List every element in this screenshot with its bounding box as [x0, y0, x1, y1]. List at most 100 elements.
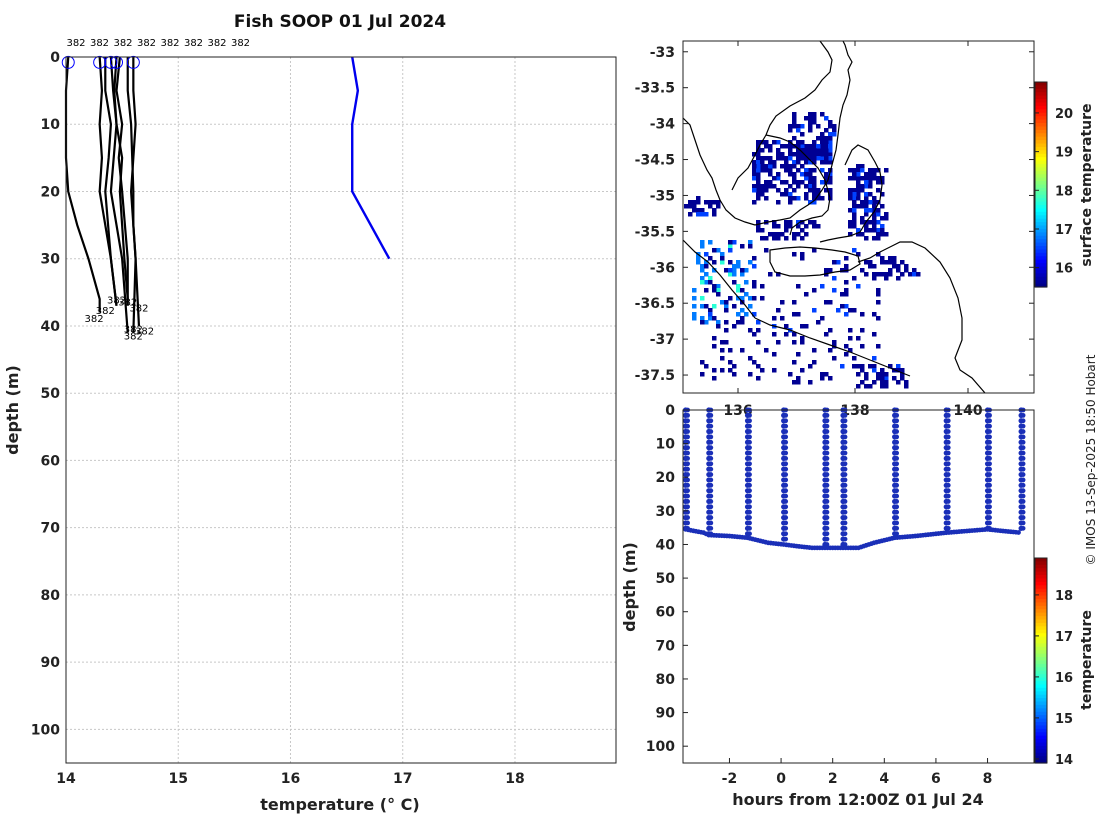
sst-pixel — [704, 252, 709, 257]
sst-pixel — [752, 280, 757, 285]
cast-point — [747, 461, 752, 467]
sst-pixel — [832, 260, 837, 265]
sst-pixel — [852, 168, 857, 173]
sst-pixel — [704, 212, 709, 217]
map-colorbar-tick-label: 16 — [1055, 262, 1073, 277]
sst-pixel — [808, 380, 813, 385]
sst-pixel — [804, 168, 809, 173]
sst-pixel — [816, 156, 821, 161]
sst-pixel — [880, 260, 885, 265]
profile-end-label: 382 — [129, 303, 148, 314]
cast-point — [894, 482, 900, 488]
cast-point — [987, 477, 992, 483]
temperature-colorbar-tick-label: 14 — [1055, 753, 1073, 768]
map-colorbar-segment — [1035, 269, 1047, 274]
map-colorbar-frame — [1034, 81, 1048, 288]
sst-pixel — [776, 148, 781, 153]
sst-pixel — [772, 316, 777, 321]
temperature-colorbar-segment — [1035, 756, 1047, 761]
map-colorbar-segment — [1035, 205, 1047, 210]
temperature-colorbar-segment — [1035, 561, 1047, 566]
sst-pixel — [828, 136, 833, 141]
sst-pixel — [708, 200, 713, 205]
sst-pixel — [868, 264, 873, 269]
sst-pixel — [848, 328, 853, 333]
sst-pixel — [736, 320, 741, 325]
cast-point — [824, 423, 830, 429]
cast-point — [824, 439, 830, 445]
sst-pixel — [812, 180, 817, 185]
cast-point — [842, 515, 848, 520]
cast-point — [842, 493, 848, 499]
temperature-colorbar-segment — [1035, 742, 1047, 747]
temperature-colorbar-tick-label: 15 — [1055, 712, 1073, 727]
sst-pixel — [760, 228, 765, 233]
sst-pixel — [860, 232, 865, 237]
sst-pixel — [864, 236, 869, 241]
sst-pixel — [860, 344, 865, 349]
cast-point — [945, 429, 951, 434]
temperature-colorbar-segment — [1035, 759, 1047, 764]
temperature-colorbar-segment — [1035, 739, 1047, 744]
sst-pixel — [732, 240, 737, 245]
cast-point — [987, 439, 992, 445]
sst-pixel — [844, 292, 849, 297]
sst-pixel — [792, 188, 797, 193]
sst-pixel — [848, 168, 853, 173]
sst-pixel — [860, 216, 865, 221]
cast-point — [987, 445, 992, 451]
sst-pixel — [728, 360, 733, 365]
cast-point — [708, 445, 714, 451]
sst-pixel — [868, 228, 873, 233]
sst-pixel — [768, 144, 773, 149]
map-colorbar-segment — [1035, 119, 1047, 124]
sst-pixel — [776, 176, 781, 181]
temperature-colorbar-segment — [1035, 602, 1047, 607]
sst-pixel — [808, 112, 813, 117]
sst-pixel — [752, 284, 757, 289]
sst-pixel — [756, 228, 761, 233]
sst-pixel — [876, 272, 881, 277]
depth-time-y-tick-label: 30 — [656, 504, 676, 520]
sst-pixel — [876, 236, 881, 241]
temperature-colorbar-segment — [1035, 718, 1047, 723]
sst-pixel — [736, 284, 741, 289]
cast-point — [945, 509, 951, 515]
sst-pixel — [740, 348, 745, 353]
cast-point — [894, 445, 900, 451]
cast-point — [783, 536, 789, 542]
sst-pixel — [776, 232, 781, 237]
sst-pixel — [736, 260, 741, 265]
sst-pixel — [844, 288, 849, 293]
sst-pixel — [692, 304, 697, 309]
sst-pixel — [756, 192, 761, 197]
sst-pixel — [848, 176, 853, 181]
sst-pixel — [688, 204, 693, 209]
cast-point — [987, 504, 992, 510]
sst-pixel — [788, 196, 793, 201]
sst-pixel — [896, 264, 901, 269]
map-colorbar-label: surface temperature — [1079, 103, 1095, 266]
cast-point — [987, 418, 992, 424]
temperature-colorbar-segment — [1035, 687, 1047, 692]
sst-pixel — [828, 172, 833, 177]
sst-pixel — [796, 312, 801, 317]
sst-pixel — [752, 176, 757, 181]
cast-point — [894, 509, 900, 515]
sst-pixel — [716, 320, 721, 325]
sst-pixel — [772, 332, 777, 337]
map-colorbar-segment — [1035, 105, 1047, 110]
sst-pixel — [856, 252, 861, 257]
sst-pixel — [904, 264, 909, 269]
map-lat-tick-label: -34 — [650, 117, 676, 133]
cast-point — [945, 472, 951, 477]
sst-pixel — [900, 272, 905, 277]
sst-pixel — [720, 260, 725, 265]
depth-time-y-tick-label: 100 — [646, 739, 675, 755]
sst-pixel — [716, 284, 721, 289]
cast-point — [1020, 493, 1026, 499]
sst-pixel — [772, 236, 777, 241]
sst-pixel — [756, 148, 761, 153]
cast-point — [824, 488, 830, 494]
temperature-colorbar-segment — [1035, 643, 1047, 648]
